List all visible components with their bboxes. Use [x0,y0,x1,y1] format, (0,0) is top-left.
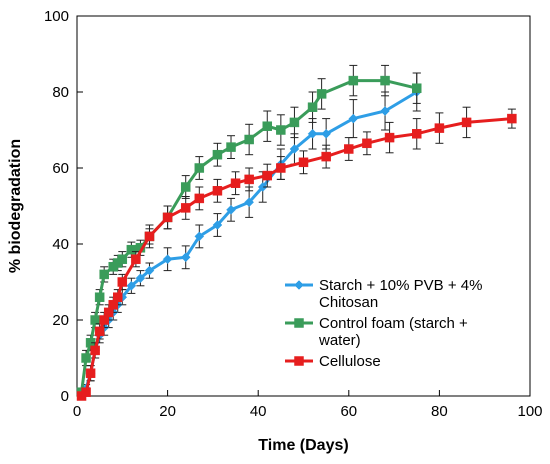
data-point [94,292,105,302]
data-point [348,75,359,86]
x-tick-label: 0 [73,403,81,420]
data-point [180,203,191,213]
data-point [90,315,100,325]
data-point [194,193,205,204]
data-point [412,83,422,93]
data-point [117,277,128,287]
data-point [99,269,109,280]
data-point [131,254,141,264]
data-point [307,102,318,112]
legend-item-cellulose: Cellulose [285,353,381,370]
data-point [230,178,241,188]
data-point [257,182,268,192]
data-point [244,134,254,145]
data-point [289,144,300,154]
data-point [362,138,372,149]
data-point [276,163,286,173]
data-point [276,125,286,135]
data-point [180,182,191,192]
data-point [461,117,472,128]
y-tick-label: 20 [52,312,69,329]
data-point [117,254,128,264]
x-tick-label: 20 [159,403,176,420]
y-tick-label: 40 [52,236,69,253]
x-tick-label: 80 [431,403,448,420]
y-tick-label: 100 [44,8,69,25]
x-axis-title: Time (Days) [258,437,348,454]
data-point [81,387,91,397]
data-point [194,231,205,242]
y-tick-label: 60 [52,160,69,177]
x-tick-label: 40 [250,403,267,420]
x-tick-label: 100 [517,403,542,420]
y-axis-title: % biodegradation [7,139,24,273]
series-line-cellulose [80,117,513,398]
data-point [226,204,236,215]
tick-group: 0 20 40 60 80 100 0 20 40 60 80 100 [44,8,543,420]
data-point [135,273,146,284]
data-point [244,197,254,208]
data-point [380,106,390,116]
data-point [298,157,309,168]
data-point [262,170,273,181]
data-point [194,163,205,173]
data-point [244,174,254,185]
data-point [412,129,422,139]
data-point [262,121,273,131]
legend-marker [294,280,304,290]
data-point [434,123,445,133]
data-point [144,265,155,276]
data-point [94,326,105,337]
data-point [162,212,173,223]
data-point [384,132,395,143]
y-tick-label: 80 [52,84,69,101]
y-tick-label: 0 [61,388,69,405]
data-point [85,368,96,378]
series-group [76,64,517,401]
x-tick-label: 60 [340,403,357,420]
data-point [126,244,137,255]
legend-label: Starch + 10% PVB + 4% [319,277,482,294]
data-point [348,113,359,124]
data-point [90,345,100,356]
data-point [289,117,300,128]
data-point [380,75,390,86]
series-starch-pvb-chitosan [76,72,422,399]
legend: Starch + 10% PVB + 4%Chitosan Control foa… [285,277,482,370]
data-point [316,89,327,99]
legend-item-starch-pvb-chitosan: Starch + 10% PVB + 4%Chitosan [285,277,482,311]
legend-label: Chitosan [319,294,378,311]
data-point [212,186,223,196]
legend-label: Control foam (starch + [319,315,468,332]
data-point [162,254,173,265]
legend-label: Cellulose [319,353,381,370]
data-point [180,252,191,263]
data-point [321,151,331,162]
legend-item-control-foam: Control foam (starch +water) [285,315,468,349]
data-point [81,353,91,363]
data-point [307,128,318,139]
legend-label: water) [318,332,361,349]
series-cellulose [76,106,517,401]
data-point [212,220,223,230]
legend-marker [294,356,304,366]
data-point [321,128,332,139]
plot-frame [76,15,531,397]
series-control-foam [76,64,422,397]
axes [76,15,531,397]
data-point [344,144,354,154]
data-point [212,149,223,160]
data-point [226,142,236,152]
data-point [144,231,155,242]
legend-marker [294,318,304,328]
data-point [126,280,137,291]
data-point [507,113,517,124]
data-point [113,292,123,302]
